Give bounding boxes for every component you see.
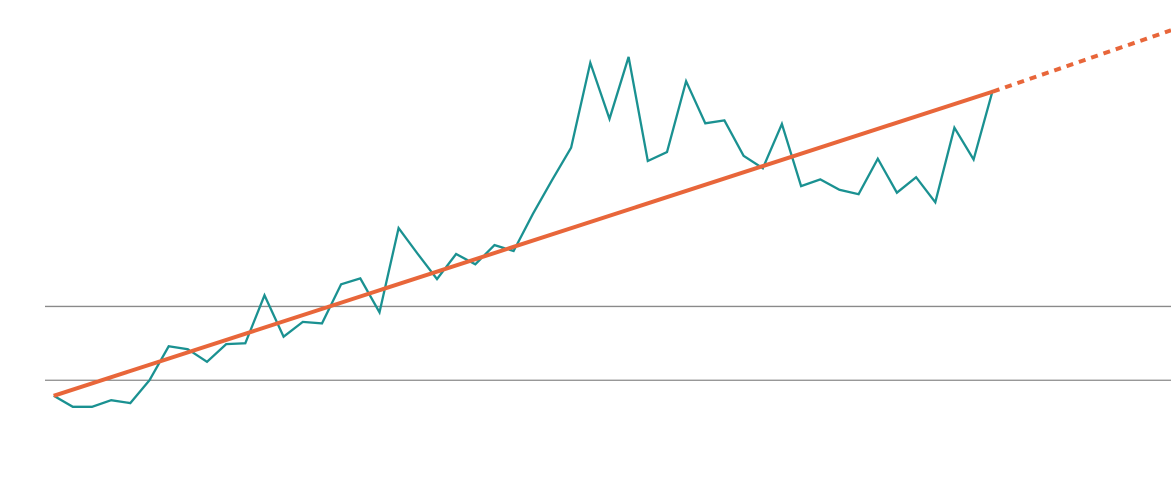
data-line — [53, 56, 994, 408]
trend-line — [992, 28, 1171, 94]
trend-line — [53, 89, 994, 398]
